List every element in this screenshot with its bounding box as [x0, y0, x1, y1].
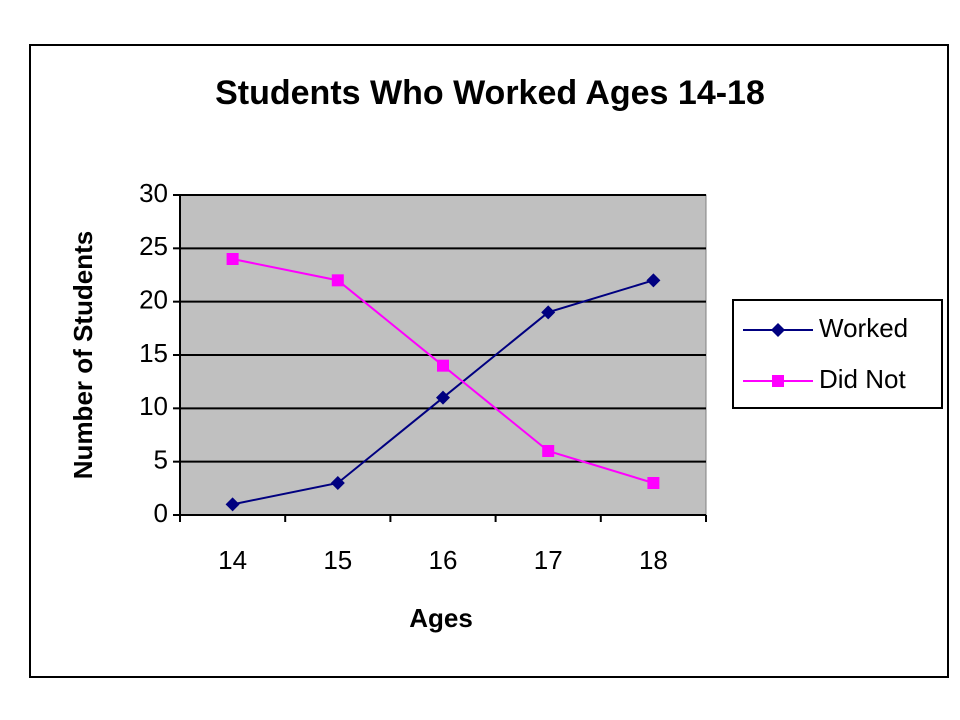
chart-title: Students Who Worked Ages 14-18 — [215, 74, 765, 112]
y-tick-label: 10 — [139, 391, 168, 421]
x-axis-label: Ages — [409, 603, 473, 633]
legend-label: Did Not — [819, 364, 906, 394]
x-tick-label: 16 — [429, 545, 458, 575]
legend-marker — [771, 323, 785, 337]
legend-marker — [772, 375, 784, 387]
y-tick-label: 30 — [139, 178, 168, 208]
data-point — [331, 274, 344, 287]
data-point — [330, 476, 345, 490]
data-point — [647, 477, 660, 489]
data-point — [226, 253, 239, 265]
legend-box — [732, 299, 943, 409]
y-tick-label: 25 — [139, 231, 168, 261]
y-axis-label: Number of Students — [68, 231, 98, 479]
data-point — [646, 273, 661, 288]
data-point — [225, 497, 240, 512]
data-point — [541, 305, 556, 320]
legend-label: Worked — [819, 313, 908, 343]
data-point — [436, 390, 450, 405]
x-tick-label: 18 — [639, 545, 668, 575]
x-tick-label: 14 — [218, 545, 247, 575]
y-tick-label: 15 — [139, 338, 168, 368]
y-tick-label: 0 — [154, 498, 168, 528]
x-tick-label: 17 — [534, 545, 563, 575]
data-point — [542, 445, 555, 457]
y-tick-label: 5 — [154, 445, 168, 475]
y-tick-label: 20 — [139, 285, 168, 315]
x-tick-label: 15 — [323, 545, 352, 575]
data-point — [437, 359, 449, 372]
